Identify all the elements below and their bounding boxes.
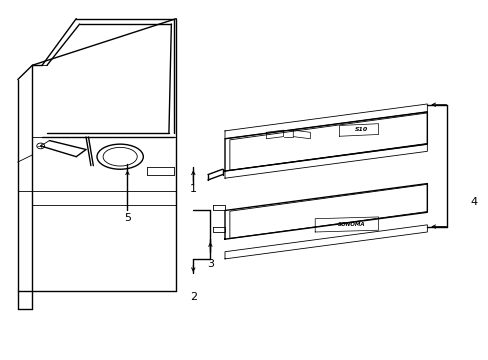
Text: 5: 5 — [124, 213, 131, 222]
Text: SONOMA: SONOMA — [337, 222, 365, 226]
Text: S10: S10 — [354, 127, 367, 132]
Text: 3: 3 — [206, 259, 213, 269]
Text: 2: 2 — [189, 292, 197, 302]
Text: 4: 4 — [469, 197, 476, 207]
Text: 1: 1 — [189, 184, 196, 194]
